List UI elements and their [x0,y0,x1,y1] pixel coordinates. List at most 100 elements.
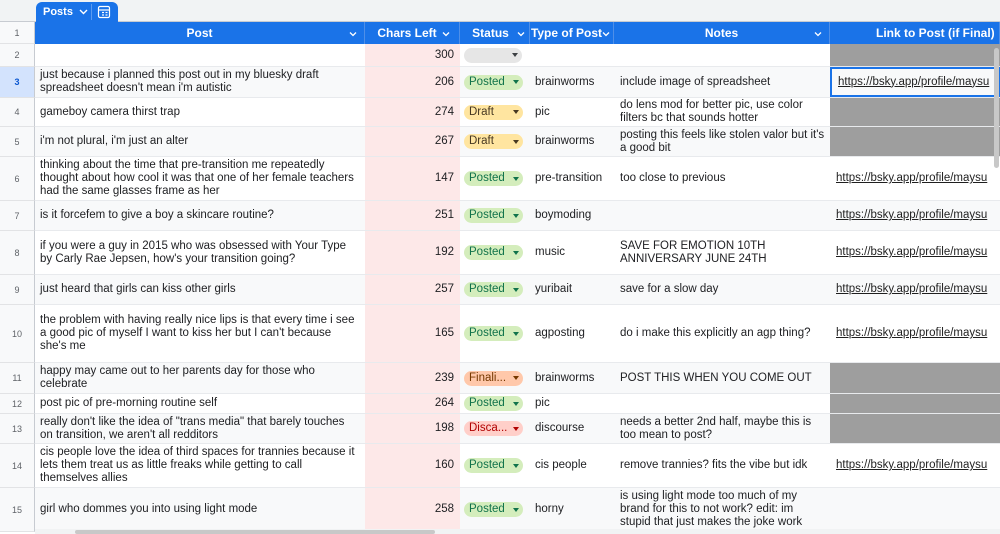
status-cell[interactable]: Posted [460,394,530,413]
status-dropdown[interactable]: Posted [464,282,523,297]
type-of-post-cell[interactable]: pic [535,105,550,118]
row-number[interactable]: 11 [0,363,35,394]
column-header-type[interactable]: Type of Post [530,22,614,44]
status-dropdown[interactable]: Posted [464,396,523,411]
post-cell[interactable]: gameboy camera thirst trap [40,105,180,118]
chevron-down-icon[interactable] [601,28,611,38]
post-link[interactable]: https://bsky.app/profile/maysu [838,75,990,88]
status-dropdown[interactable]: Draft [464,104,523,120]
post-link[interactable]: https://bsky.app/profile/maysu [836,246,988,258]
link-cell[interactable] [830,414,1000,443]
post-link[interactable]: https://bsky.app/profile/maysu [836,209,988,221]
row-number[interactable]: 9 [0,275,35,305]
type-of-post-cell[interactable]: brainworms [535,371,595,384]
row-number[interactable]: 7 [0,201,35,231]
type-of-post-cell[interactable]: cis people [535,459,587,471]
notes-cell[interactable]: posting this feels like stolen valor but… [620,128,825,154]
notes-cell[interactable] [614,201,830,230]
row-number[interactable]: 2 [0,44,35,67]
notes-cell[interactable]: do lens mod for better pic, use color fi… [620,99,803,124]
column-header-link[interactable]: Link to Post (if Final) [830,22,1000,44]
link-cell[interactable]: https://bsky.app/profile/maysu [830,305,1000,362]
row-number[interactable]: 10 [0,305,35,363]
chars-left-cell[interactable]: 160 [365,444,460,487]
row-number[interactable]: 13 [0,414,35,444]
link-cell[interactable]: https://bsky.app/profile/maysu [830,444,1000,487]
status-cell[interactable]: Draft [460,127,530,156]
status-dropdown[interactable]: Posted [464,502,523,517]
type-of-post-cell[interactable]: agposting [535,327,585,339]
link-cell[interactable] [830,394,1000,413]
chars-left-cell[interactable]: 192 [365,231,460,274]
post-cell[interactable]: the problem with having really nice lips… [40,314,355,352]
type-of-post-cell[interactable]: brainworms [535,135,595,147]
row-number[interactable]: 15 [0,488,35,532]
post-cell[interactable]: happy may came out to her parents day fo… [40,365,315,390]
column-header-status[interactable]: Status [460,22,530,44]
chars-left-cell[interactable]: 206 [365,67,460,97]
post-link[interactable]: https://bsky.app/profile/maysu [836,459,988,471]
chars-left-cell[interactable]: 147 [365,157,460,200]
status-dropdown[interactable]: Posted [464,326,523,341]
row-number[interactable]: 12 [0,394,35,414]
post-cell[interactable]: is it forcefem to give a boy a skincare … [40,209,274,221]
post-cell[interactable]: thinking about the time that pre-transit… [40,159,354,197]
type-of-post-cell[interactable]: boymoding [535,209,592,221]
chars-left-cell[interactable]: 257 [365,275,460,304]
row-number[interactable]: 3 [0,67,35,98]
status-cell[interactable]: Posted [460,305,530,362]
status-cell[interactable]: Posted [460,444,530,487]
status-dropdown[interactable]: Disca... [464,421,523,436]
post-link[interactable]: https://bsky.app/profile/maysu [836,172,988,184]
status-dropdown[interactable]: Posted [464,74,523,90]
type-of-post-cell[interactable]: pre-transition [535,172,603,184]
notes-cell[interactable]: SAVE FOR EMOTION 10TH ANNIVERSARY JUNE 2… [620,239,767,265]
column-header-post[interactable]: Post [35,22,365,44]
status-dropdown[interactable]: Posted [464,171,523,186]
chevron-down-icon[interactable] [79,7,89,17]
type-of-post-cell[interactable] [530,44,614,66]
status-cell[interactable]: Posted [460,488,530,531]
notes-cell[interactable]: do i make this explicitly an agp thing? [620,327,811,339]
link-cell[interactable]: https://bsky.app/profile/maysu [830,201,1000,230]
link-cell[interactable] [830,488,1000,531]
status-cell[interactable] [460,44,530,66]
chars-left-cell[interactable]: 300 [365,44,460,66]
notes-cell[interactable] [614,394,830,413]
chars-left-cell[interactable]: 198 [365,414,460,443]
column-header-chars-left[interactable]: Chars Left [365,22,460,44]
post-link[interactable]: https://bsky.app/profile/maysu [836,327,988,339]
row-number[interactable]: 1 [0,22,35,44]
row-number[interactable]: 8 [0,231,35,275]
notes-cell[interactable]: is using light mode too much of my brand… [620,490,803,528]
type-of-post-cell[interactable]: yuribait [535,283,573,295]
post-cell[interactable]: just heard that girls can kiss other gir… [40,283,236,295]
link-cell[interactable]: https://bsky.app/profile/maysu [830,67,1000,97]
chars-left-cell[interactable]: 267 [365,127,460,156]
status-cell[interactable]: Disca... [460,414,530,443]
status-dropdown[interactable]: Posted [464,208,523,223]
link-cell[interactable]: https://bsky.app/profile/maysu [830,231,1000,274]
notes-cell[interactable]: include image of spreadsheet [620,75,771,88]
link-cell[interactable] [830,44,1000,66]
chars-left-cell[interactable]: 165 [365,305,460,362]
post-cell[interactable]: just because i planned this post out in … [40,69,319,94]
post-cell[interactable]: i'm not plural, i'm just an alter [40,135,189,147]
status-dropdown[interactable]: Draft [464,134,523,149]
row-number[interactable]: 6 [0,157,35,201]
chevron-down-icon[interactable] [348,28,358,38]
column-header-notes[interactable]: Notes [614,22,830,44]
chars-left-cell[interactable]: 239 [365,363,460,393]
chars-left-cell[interactable]: 274 [365,98,460,126]
status-cell[interactable]: Posted [460,201,530,230]
status-cell[interactable]: Finali... [460,363,530,393]
status-dropdown[interactable]: Finali... [464,370,523,386]
type-of-post-cell[interactable]: horny [535,503,564,515]
post-link[interactable]: https://bsky.app/profile/maysu [836,283,988,295]
post-cell[interactable]: if you were a guy in 2015 who was obsess… [40,239,347,265]
post-cell[interactable]: really don't like the idea of "trans med… [40,415,345,441]
notes-cell[interactable]: remove trannies? fits the vibe but idk [620,459,808,471]
chevron-down-icon[interactable] [813,28,823,38]
link-cell[interactable]: https://bsky.app/profile/maysu [830,275,1000,304]
post-cell[interactable]: cis people love the idea of third spaces… [40,446,355,484]
